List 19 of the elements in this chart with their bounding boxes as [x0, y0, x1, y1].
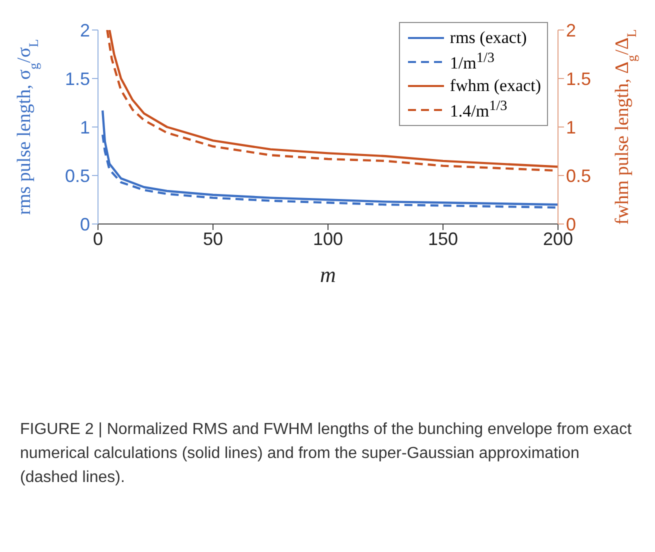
y-tick-label: 1: [80, 117, 90, 138]
caption: FIGURE 2 | Normalized RMS and FWHM lengths of the bunching envelope from exact numerical calculations (solid lines) and from the super-Gaussian approximation (dashed lines).: [20, 420, 633, 488]
legend-label: 1/m$^{1/3}$: [450, 50, 494, 74]
y2-tick-label: 1: [566, 117, 576, 138]
y-tick-label: 1.5: [64, 68, 90, 89]
y2-tick-label: 0.5: [566, 166, 592, 186]
x-axis-title: m: [320, 262, 336, 287]
x-tick-label: 100: [312, 228, 344, 249]
x-tick-label: 150: [428, 228, 458, 249]
y-tick-label: 0: [80, 214, 90, 234]
x-tick-label: 50: [202, 228, 224, 249]
y-tick-label: 2: [80, 20, 90, 40]
y2-tick-label: 1.5: [566, 68, 592, 89]
y2-tick-label: 2: [566, 20, 576, 40]
legend-label: 1.4/m$^{1/3}$: [450, 98, 508, 122]
legend-label: rms (exact): [450, 28, 527, 48]
legend-label: fwhm (exact): [450, 76, 541, 96]
y-tick-label: 0.5: [64, 166, 90, 186]
x-tick-label: 0: [92, 228, 104, 249]
